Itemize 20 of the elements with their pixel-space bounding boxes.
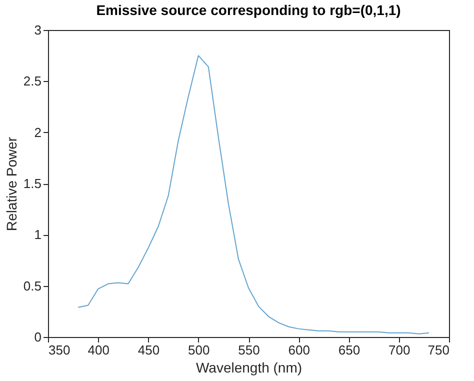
x-tick-label: 400 bbox=[88, 342, 110, 358]
y-tick-label: 2 bbox=[34, 124, 42, 140]
line-series bbox=[78, 55, 430, 334]
x-axis-title: Wavelength (nm) bbox=[196, 360, 302, 376]
y-tick-label: 1.5 bbox=[23, 176, 42, 191]
x-tick-label: 750 bbox=[428, 342, 450, 358]
x-tick-label: 500 bbox=[188, 342, 210, 358]
x-tick-label: 350 bbox=[48, 342, 70, 358]
y-tick-label: 0 bbox=[34, 330, 42, 344]
x-tick-label: 550 bbox=[238, 342, 260, 358]
x-tick-label: 650 bbox=[338, 342, 360, 358]
y-tick-label: 0.5 bbox=[23, 278, 42, 294]
y-tick-label: 2.5 bbox=[23, 74, 42, 89]
x-tick-label: 450 bbox=[138, 342, 160, 358]
y-axis-title: Relative Power bbox=[3, 136, 20, 232]
x-tick-label: 600 bbox=[288, 342, 310, 358]
chart-title: Emissive source corresponding to rgb=(0,1,1) bbox=[96, 2, 401, 18]
y-tick-label: 3 bbox=[34, 22, 42, 38]
x-tick-label: 700 bbox=[388, 342, 410, 358]
y-tick-label: 1 bbox=[34, 227, 42, 242]
